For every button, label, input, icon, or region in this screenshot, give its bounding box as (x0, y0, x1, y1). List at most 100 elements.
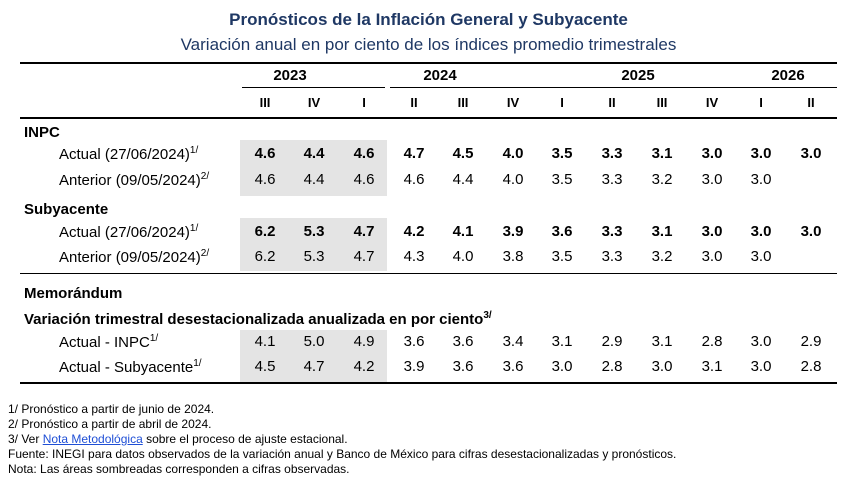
quarter-label: II (608, 95, 616, 110)
table-cell: 3.2 (651, 171, 673, 188)
table-cell: 3.0 (750, 171, 772, 188)
table-title: Pronósticos de la Inflación General y Su… (229, 10, 628, 29)
table-cell: 4.7 (303, 358, 325, 375)
header-bottom-rule (20, 117, 837, 119)
table-cell: 4.0 (502, 171, 524, 188)
shade-subyacente (240, 218, 387, 271)
note-source: Fuente: INEGI para datos observados de l… (8, 447, 677, 461)
table-cell: 3.0 (750, 145, 772, 162)
table-cell: 4.7 (403, 145, 425, 162)
note-3-prefix: 3/ Ver (8, 432, 43, 446)
table-cell: 3.0 (750, 223, 772, 240)
table-cell: 2.8 (601, 358, 623, 375)
quarter-label: III (656, 95, 668, 110)
table-cell: 4.0 (452, 248, 474, 265)
table-cell: 3.1 (551, 333, 573, 350)
table-cell: 3.1 (651, 223, 673, 240)
table-cell: 3.0 (651, 358, 673, 375)
row-label-text: Anterior (09/05/2024) (59, 249, 201, 266)
table-cell: 3.0 (701, 223, 723, 240)
table-cell: 4.6 (403, 171, 425, 188)
year-underline-rest (390, 87, 837, 88)
bottom-rule (20, 382, 837, 384)
year-2025: 2025 (621, 67, 655, 84)
table-cell: 3.0 (800, 145, 822, 162)
table-cell: 5.3 (303, 248, 325, 265)
table-cell: 4.7 (353, 223, 375, 240)
table-cell: 5.0 (303, 333, 325, 350)
table-cell: 3.3 (601, 223, 623, 240)
row-label: Actual (27/06/2024)1/ (59, 145, 198, 163)
quarter-label: III (457, 95, 469, 110)
row-label-text: Anterior (09/05/2024) (59, 172, 201, 189)
section-subyacente: Subyacente (24, 201, 109, 218)
table-cell: 2.9 (601, 333, 623, 350)
memo-subtitle-text: Variación trimestral desestacionalizada … (24, 311, 484, 328)
section-memo-subtitle: Variación trimestral desestacionalizada … (24, 310, 492, 328)
row-label-sup: 2/ (200, 248, 210, 259)
note-3: 3/ Ver Nota Metodológica sobre el proces… (8, 432, 348, 446)
table-cell: 3.0 (701, 145, 723, 162)
quarter-label: IV (705, 95, 719, 110)
table-cell: 4.7 (353, 248, 375, 265)
table-cell: 3.0 (551, 358, 573, 375)
nota-metodologica-link[interactable]: Nota Metodológica (42, 432, 143, 446)
table-cell: 3.0 (800, 223, 822, 240)
table-cell: 3.0 (701, 248, 723, 265)
top-rule (20, 62, 837, 64)
table-cell: 2.9 (800, 333, 822, 350)
table-cell: 3.3 (601, 145, 623, 162)
table-cell: 4.5 (452, 145, 474, 162)
row-label-text: Actual (27/06/2024) (59, 146, 190, 163)
table-cell: 4.5 (254, 358, 276, 375)
table-cell: 4.4 (303, 145, 325, 162)
table-cell: 3.0 (750, 358, 772, 375)
note-3-suffix: sobre el proceso de ajuste estacional. (142, 432, 348, 446)
table-cell: 4.4 (303, 171, 325, 188)
row-label-text: Actual - INPC (59, 334, 150, 351)
row-label: Anterior (09/05/2024)2/ (59, 171, 209, 189)
quarter-label: II (410, 95, 418, 110)
note-1: 1/ Pronóstico a partir de junio de 2024. (8, 402, 215, 416)
shade-inpc (240, 140, 387, 196)
table-cell: 3.3 (601, 248, 623, 265)
table-cell: 4.9 (353, 333, 375, 350)
table-cell: 3.6 (403, 333, 425, 350)
note-2: 2/ Pronóstico a partir de abril de 2024. (8, 417, 212, 431)
table-cell: 4.6 (353, 145, 375, 162)
row-label: Anterior (09/05/2024)2/ (59, 248, 209, 266)
table-cell: 3.4 (502, 333, 524, 350)
table-cell: 3.1 (651, 145, 673, 162)
quarter-label: I (362, 95, 366, 110)
quarter-label: I (759, 95, 763, 110)
table-cell: 6.2 (254, 248, 276, 265)
row-label-sup: 1/ (189, 223, 199, 234)
year-underline-2023 (242, 87, 385, 88)
table-cell: 2.8 (701, 333, 723, 350)
table-subtitle: Variación anual en por ciento de los índ… (180, 35, 677, 54)
section-rule (20, 273, 837, 274)
table-cell: 3.0 (701, 171, 723, 188)
table-cell: 3.9 (502, 223, 524, 240)
row-label-sup: 1/ (149, 333, 159, 344)
table-cell: 3.3 (601, 171, 623, 188)
table-cell: 4.6 (254, 145, 276, 162)
table-cell: 3.0 (750, 248, 772, 265)
row-label-sup: 2/ (200, 171, 210, 182)
table-cell: 4.6 (353, 171, 375, 188)
year-2026: 2026 (771, 67, 805, 84)
row-label: Actual (27/06/2024)1/ (59, 223, 198, 241)
table-cell: 3.5 (551, 171, 573, 188)
quarter-label: II (807, 95, 815, 110)
row-label-text: Actual - Subyacente (59, 359, 194, 376)
shade-memo (240, 330, 387, 382)
table-cell: 4.0 (502, 145, 524, 162)
table-cell: 2.8 (800, 358, 822, 375)
year-2024: 2024 (423, 67, 457, 84)
table-cell: 3.9 (403, 358, 425, 375)
table-cell: 3.6 (452, 358, 474, 375)
table-cell: 3.2 (651, 248, 673, 265)
table-cell: 4.2 (403, 223, 425, 240)
row-label-text: Actual (27/06/2024) (59, 224, 190, 241)
table-cell: 3.5 (551, 248, 573, 265)
